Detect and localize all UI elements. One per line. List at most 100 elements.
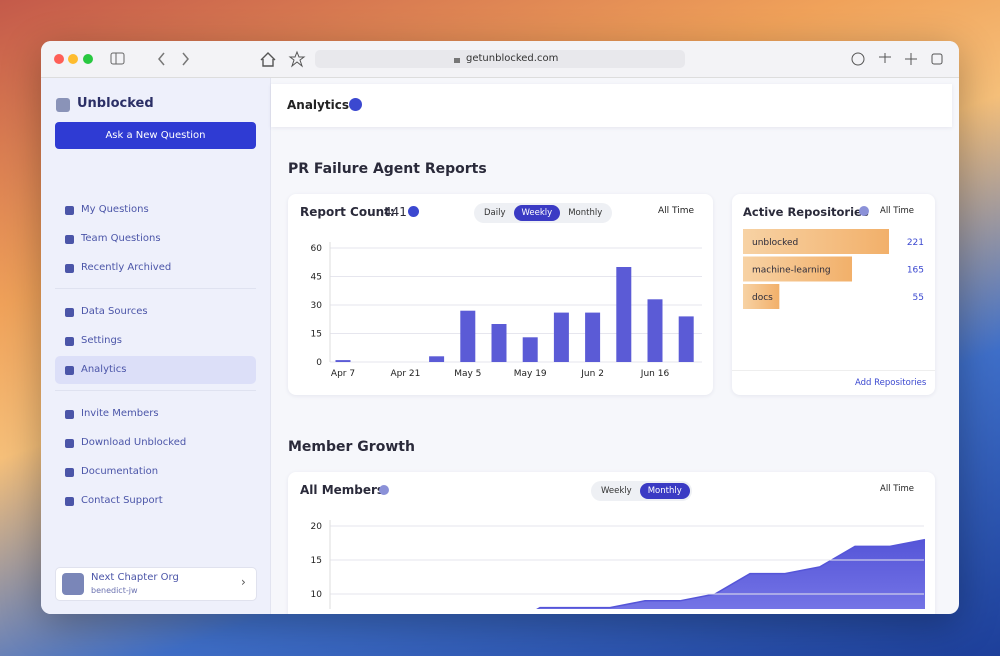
bar	[647, 299, 663, 362]
card-title: Active Repositories	[743, 205, 869, 219]
value-label: 221	[907, 238, 924, 248]
bar-label: machine-learning	[752, 266, 831, 276]
brand: Unblocked	[77, 96, 154, 111]
nav-item[interactable]: Documentation	[55, 458, 256, 486]
bar	[335, 360, 351, 362]
bar	[585, 312, 601, 362]
nav-icon	[65, 206, 74, 215]
y-tick-label: 0	[316, 358, 322, 368]
nav-item[interactable]: My Questions	[55, 196, 256, 224]
bar	[678, 316, 694, 362]
x-tick-label: Apr 21	[390, 369, 420, 379]
url[interactable]: getunblocked.com	[466, 53, 559, 64]
x-tick-label: Apr 7	[331, 369, 355, 379]
toggle[interactable]: Monthly	[639, 483, 690, 499]
nav-icon	[65, 439, 74, 448]
nav-label: Settings	[81, 335, 123, 346]
nav-item[interactable]: Analytics	[55, 356, 256, 384]
settings-icon[interactable]	[349, 98, 362, 111]
bar	[491, 324, 507, 362]
nav-item[interactable]: Team Questions	[55, 225, 256, 253]
area	[537, 539, 925, 609]
bar-label: docs	[752, 293, 773, 303]
bar	[460, 310, 476, 362]
range-select[interactable]: All Time	[880, 206, 915, 216]
bar	[743, 229, 889, 254]
toggle[interactable]: Monthly	[568, 208, 603, 218]
nav-icon	[65, 366, 74, 375]
org-user: benedict-jw	[91, 586, 138, 595]
info-icon[interactable]	[379, 485, 389, 495]
divider	[732, 370, 935, 371]
nav-icon	[65, 308, 74, 317]
x-tick-label: Jun 16	[640, 369, 670, 379]
toggle[interactable]: Weekly	[601, 486, 632, 496]
nav-item[interactable]: Data Sources	[55, 298, 256, 326]
card-title: Report Count:	[300, 205, 395, 219]
nav-item[interactable]: Invite Members	[55, 400, 256, 428]
info-icon[interactable]	[408, 206, 419, 217]
section-title: Member Growth	[288, 439, 415, 455]
header-title: Analytics	[287, 98, 349, 112]
x-tick-label: May 5	[454, 369, 481, 379]
y-tick-label: 10	[311, 590, 323, 600]
nav-icon	[65, 235, 74, 244]
browser-window: getunblocked.com Unblocked Ask a New Que…	[41, 41, 959, 614]
y-tick-label: 20	[311, 522, 323, 532]
report-count: 441	[384, 205, 407, 219]
nav-icon	[65, 468, 74, 477]
org-switcher[interactable]: Next Chapter Org benedict-jw ›	[55, 567, 257, 601]
sidebar: Unblocked Ask a New Question My Question…	[41, 78, 271, 614]
x-tick-label: Jun 2	[580, 369, 604, 379]
bar	[616, 267, 632, 362]
members-plot	[536, 538, 926, 609]
y-tick-label: 30	[311, 301, 323, 311]
line	[536, 538, 926, 609]
divider	[55, 390, 256, 391]
nav-item[interactable]: Recently Archived	[55, 254, 256, 282]
y-tick-label: 15	[311, 556, 322, 566]
nav-icon	[65, 497, 74, 506]
nav-label: Recently Archived	[81, 262, 172, 273]
nav-label: Invite Members	[81, 408, 159, 419]
nav-label: My Questions	[81, 204, 149, 215]
toggle-group: Daily Weekly Monthly	[474, 203, 613, 223]
bar	[553, 312, 569, 362]
nav-item[interactable]: Settings	[55, 327, 256, 355]
org-name: Next Chapter Org	[91, 572, 179, 583]
toolbar-icons	[54, 50, 943, 68]
y-tick-label: 60	[311, 244, 323, 254]
card-title: All Members	[300, 483, 385, 497]
toggle[interactable]: Weekly	[513, 205, 561, 221]
nav-label: Download Unblocked	[81, 437, 187, 448]
header: Analytics	[271, 84, 952, 127]
nav-label: Documentation	[81, 466, 159, 477]
nav-label: Contact Support	[81, 495, 163, 506]
nav-item[interactable]: Download Unblocked	[55, 429, 256, 457]
nav-item[interactable]: Contact Support	[55, 487, 256, 515]
bar	[429, 356, 445, 362]
add-repos-link[interactable]: Add Repositories	[855, 378, 927, 388]
bar	[522, 337, 538, 362]
y-tick-label: 45	[311, 273, 322, 283]
toolbar: getunblocked.com	[41, 41, 959, 78]
nav-icon	[65, 410, 74, 419]
info-icon[interactable]	[859, 206, 869, 216]
y-tick-label: 15	[311, 330, 322, 340]
range-select[interactable]: All Time	[880, 484, 915, 494]
ask-button[interactable]: Ask a New Question	[55, 122, 256, 149]
range-select[interactable]: All Time	[658, 206, 695, 216]
value-label: 55	[913, 293, 924, 303]
toggle[interactable]: Daily	[484, 208, 506, 218]
divider	[55, 288, 256, 289]
toggle-group: Weekly Monthly	[591, 481, 692, 501]
nav-label: Analytics	[81, 364, 127, 375]
bar-label: unblocked	[752, 238, 798, 248]
nav-label: Data Sources	[81, 306, 148, 317]
value-label: 165	[907, 266, 924, 276]
nav-icon	[65, 264, 74, 273]
x-tick-label: May 19	[514, 369, 547, 379]
org-avatar	[62, 573, 84, 595]
